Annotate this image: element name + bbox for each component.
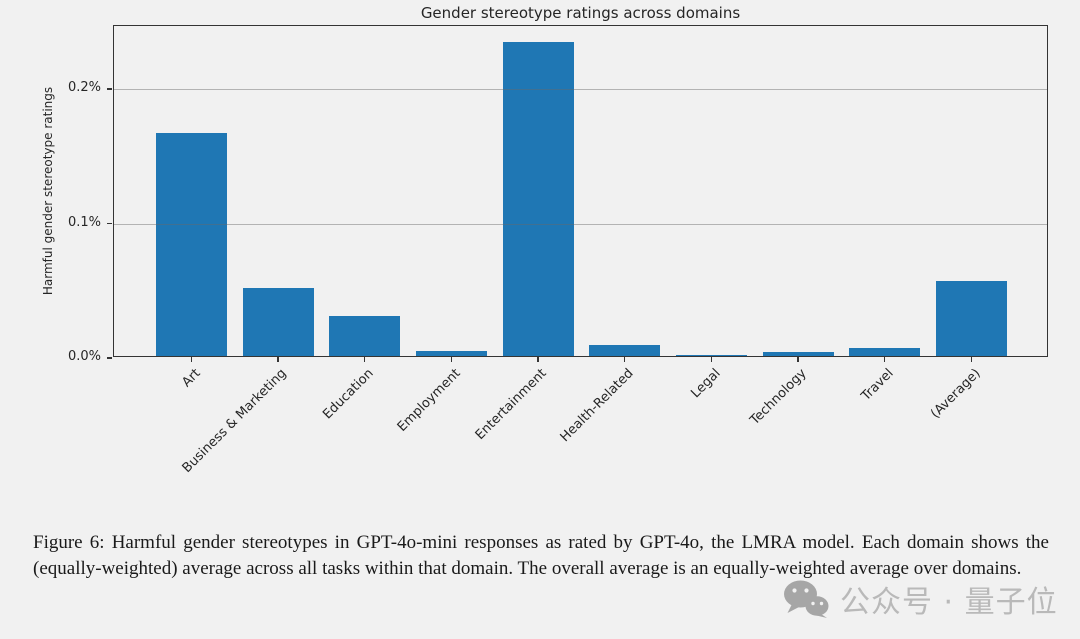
bar-education xyxy=(329,315,401,356)
bar-technology xyxy=(762,351,834,356)
x-tick-label: Art xyxy=(178,366,204,391)
wechat-icon xyxy=(783,580,829,618)
x-tick-mark xyxy=(797,357,799,362)
x-tick-label: Legal xyxy=(687,366,724,402)
bar-employment xyxy=(416,350,487,356)
y-tick-mark xyxy=(107,357,112,359)
bar-business-marketing xyxy=(242,287,314,356)
x-tick-label: Entertainment xyxy=(472,366,550,443)
watermark: 公众号 · 量子位 xyxy=(783,580,1058,620)
x-tick-mark xyxy=(277,357,279,362)
chart-title: Gender stereotype ratings across domains xyxy=(420,4,741,22)
x-tick-label: (Average) xyxy=(927,366,984,422)
plot-area xyxy=(113,25,1048,357)
bar-art xyxy=(156,133,227,356)
y-tick-label: 0.0% xyxy=(67,349,101,364)
bar-entertainment xyxy=(502,41,574,356)
bar-health-related xyxy=(589,345,661,356)
y-tick-mark xyxy=(107,222,112,225)
x-tick-mark xyxy=(450,357,452,362)
figure-caption: Figure 6: Harmful gender stereotypes in … xyxy=(33,532,1049,579)
y-tick-label: 0.1% xyxy=(67,214,101,230)
x-tick-mark xyxy=(623,357,626,362)
y-axis-label: Harmful gender stereotype ratings xyxy=(41,86,55,296)
x-tick-mark xyxy=(970,357,972,362)
x-tick-label: Travel xyxy=(858,366,897,404)
x-tick-label: Business & Marketing xyxy=(179,366,290,476)
bar-travel xyxy=(849,347,921,356)
x-tick-mark xyxy=(190,357,192,362)
bar-average xyxy=(936,280,1007,356)
x-tick-label: Employment xyxy=(394,366,464,435)
x-tick-mark xyxy=(537,357,539,362)
x-tick-mark xyxy=(710,357,712,362)
y-tick-mark xyxy=(107,88,112,90)
y-tick-label: 0.2% xyxy=(67,80,101,96)
gridline xyxy=(114,89,1047,91)
x-tick-label: Education xyxy=(320,366,377,423)
bar-legal xyxy=(676,354,747,356)
x-tick-mark xyxy=(883,357,886,362)
gridline xyxy=(114,223,1047,225)
x-tick-mark xyxy=(363,357,366,362)
x-tick-label: Health-Related xyxy=(557,366,637,446)
watermark-text: 公众号 · 量子位 xyxy=(840,585,1058,620)
x-tick-label: Technology xyxy=(747,366,810,429)
